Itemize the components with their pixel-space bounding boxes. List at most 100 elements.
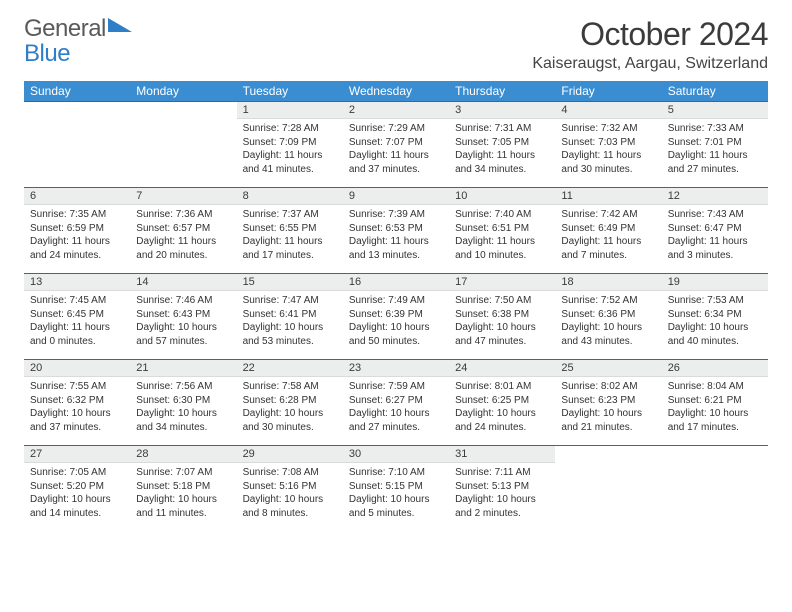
header: General Blue October 2024 Kaiseraugst, A… <box>24 16 768 73</box>
calendar-cell: 2Sunrise: 7:29 AMSunset: 7:07 PMDaylight… <box>343 102 449 188</box>
day-details: Sunrise: 7:46 AMSunset: 6:43 PMDaylight:… <box>130 291 236 352</box>
calendar-cell: 4Sunrise: 7:32 AMSunset: 7:03 PMDaylight… <box>555 102 661 188</box>
calendar-cell-empty <box>24 102 130 188</box>
calendar-cell: 7Sunrise: 7:36 AMSunset: 6:57 PMDaylight… <box>130 188 236 274</box>
calendar-cell: 19Sunrise: 7:53 AMSunset: 6:34 PMDayligh… <box>662 274 768 360</box>
calendar-cell: 24Sunrise: 8:01 AMSunset: 6:25 PMDayligh… <box>449 360 555 446</box>
day-number: 1 <box>237 102 343 119</box>
day-details: Sunrise: 8:04 AMSunset: 6:21 PMDaylight:… <box>662 377 768 438</box>
calendar-row: 27Sunrise: 7:05 AMSunset: 5:20 PMDayligh… <box>24 446 768 532</box>
day-details: Sunrise: 8:02 AMSunset: 6:23 PMDaylight:… <box>555 377 661 438</box>
calendar-cell: 15Sunrise: 7:47 AMSunset: 6:41 PMDayligh… <box>237 274 343 360</box>
location-text: Kaiseraugst, Aargau, Switzerland <box>532 55 768 73</box>
calendar-cell-empty <box>662 446 768 532</box>
day-number: 10 <box>449 188 555 205</box>
calendar-cell: 8Sunrise: 7:37 AMSunset: 6:55 PMDaylight… <box>237 188 343 274</box>
calendar-cell: 30Sunrise: 7:10 AMSunset: 5:15 PMDayligh… <box>343 446 449 532</box>
calendar-cell: 22Sunrise: 7:58 AMSunset: 6:28 PMDayligh… <box>237 360 343 446</box>
calendar-cell: 27Sunrise: 7:05 AMSunset: 5:20 PMDayligh… <box>24 446 130 532</box>
day-details: Sunrise: 7:31 AMSunset: 7:05 PMDaylight:… <box>449 119 555 180</box>
day-number: 9 <box>343 188 449 205</box>
calendar-cell: 23Sunrise: 7:59 AMSunset: 6:27 PMDayligh… <box>343 360 449 446</box>
day-number: 4 <box>555 102 661 119</box>
day-number: 15 <box>237 274 343 291</box>
calendar-cell-empty <box>130 102 236 188</box>
day-details: Sunrise: 7:10 AMSunset: 5:15 PMDaylight:… <box>343 463 449 524</box>
day-number: 24 <box>449 360 555 377</box>
title-block: October 2024 Kaiseraugst, Aargau, Switze… <box>532 16 768 73</box>
calendar-header-row: SundayMondayTuesdayWednesdayThursdayFrid… <box>24 81 768 102</box>
day-number: 3 <box>449 102 555 119</box>
weekday-header: Tuesday <box>237 81 343 102</box>
day-number: 23 <box>343 360 449 377</box>
day-details: Sunrise: 7:11 AMSunset: 5:13 PMDaylight:… <box>449 463 555 524</box>
day-details: Sunrise: 7:55 AMSunset: 6:32 PMDaylight:… <box>24 377 130 438</box>
day-number: 25 <box>555 360 661 377</box>
weekday-header: Saturday <box>662 81 768 102</box>
day-details: Sunrise: 7:29 AMSunset: 7:07 PMDaylight:… <box>343 119 449 180</box>
day-number: 2 <box>343 102 449 119</box>
weekday-header: Thursday <box>449 81 555 102</box>
day-details: Sunrise: 7:08 AMSunset: 5:16 PMDaylight:… <box>237 463 343 524</box>
month-title: October 2024 <box>532 16 768 53</box>
day-details: Sunrise: 7:52 AMSunset: 6:36 PMDaylight:… <box>555 291 661 352</box>
calendar-cell: 13Sunrise: 7:45 AMSunset: 6:45 PMDayligh… <box>24 274 130 360</box>
day-details: Sunrise: 7:45 AMSunset: 6:45 PMDaylight:… <box>24 291 130 352</box>
day-number: 18 <box>555 274 661 291</box>
day-details: Sunrise: 7:05 AMSunset: 5:20 PMDaylight:… <box>24 463 130 524</box>
calendar-cell: 25Sunrise: 8:02 AMSunset: 6:23 PMDayligh… <box>555 360 661 446</box>
day-details: Sunrise: 7:36 AMSunset: 6:57 PMDaylight:… <box>130 205 236 266</box>
day-number: 29 <box>237 446 343 463</box>
day-details: Sunrise: 7:56 AMSunset: 6:30 PMDaylight:… <box>130 377 236 438</box>
calendar-cell: 28Sunrise: 7:07 AMSunset: 5:18 PMDayligh… <box>130 446 236 532</box>
brand-line1: General <box>24 16 106 41</box>
day-details: Sunrise: 7:59 AMSunset: 6:27 PMDaylight:… <box>343 377 449 438</box>
calendar-cell: 20Sunrise: 7:55 AMSunset: 6:32 PMDayligh… <box>24 360 130 446</box>
calendar-cell: 1Sunrise: 7:28 AMSunset: 7:09 PMDaylight… <box>237 102 343 188</box>
calendar-cell: 10Sunrise: 7:40 AMSunset: 6:51 PMDayligh… <box>449 188 555 274</box>
day-number: 21 <box>130 360 236 377</box>
weekday-header: Sunday <box>24 81 130 102</box>
brand-logo: General Blue <box>24 16 132 66</box>
day-number: 22 <box>237 360 343 377</box>
day-number: 13 <box>24 274 130 291</box>
day-details: Sunrise: 7:32 AMSunset: 7:03 PMDaylight:… <box>555 119 661 180</box>
weekday-header: Monday <box>130 81 236 102</box>
calendar-cell: 5Sunrise: 7:33 AMSunset: 7:01 PMDaylight… <box>662 102 768 188</box>
day-details: Sunrise: 7:35 AMSunset: 6:59 PMDaylight:… <box>24 205 130 266</box>
calendar-cell: 6Sunrise: 7:35 AMSunset: 6:59 PMDaylight… <box>24 188 130 274</box>
calendar-cell: 11Sunrise: 7:42 AMSunset: 6:49 PMDayligh… <box>555 188 661 274</box>
day-details: Sunrise: 7:40 AMSunset: 6:51 PMDaylight:… <box>449 205 555 266</box>
calendar-body: 1Sunrise: 7:28 AMSunset: 7:09 PMDaylight… <box>24 102 768 532</box>
day-details: Sunrise: 7:50 AMSunset: 6:38 PMDaylight:… <box>449 291 555 352</box>
day-number: 8 <box>237 188 343 205</box>
day-number: 17 <box>449 274 555 291</box>
calendar-table: SundayMondayTuesdayWednesdayThursdayFrid… <box>24 81 768 532</box>
calendar-cell: 17Sunrise: 7:50 AMSunset: 6:38 PMDayligh… <box>449 274 555 360</box>
day-details: Sunrise: 7:58 AMSunset: 6:28 PMDaylight:… <box>237 377 343 438</box>
day-number: 12 <box>662 188 768 205</box>
calendar-cell: 14Sunrise: 7:46 AMSunset: 6:43 PMDayligh… <box>130 274 236 360</box>
day-details: Sunrise: 7:07 AMSunset: 5:18 PMDaylight:… <box>130 463 236 524</box>
day-number: 6 <box>24 188 130 205</box>
brand-line2: Blue <box>24 41 106 66</box>
calendar-row: 1Sunrise: 7:28 AMSunset: 7:09 PMDaylight… <box>24 102 768 188</box>
day-number: 7 <box>130 188 236 205</box>
calendar-cell: 16Sunrise: 7:49 AMSunset: 6:39 PMDayligh… <box>343 274 449 360</box>
calendar-row: 13Sunrise: 7:45 AMSunset: 6:45 PMDayligh… <box>24 274 768 360</box>
calendar-cell-empty <box>555 446 661 532</box>
calendar-cell: 21Sunrise: 7:56 AMSunset: 6:30 PMDayligh… <box>130 360 236 446</box>
day-number: 28 <box>130 446 236 463</box>
calendar-cell: 31Sunrise: 7:11 AMSunset: 5:13 PMDayligh… <box>449 446 555 532</box>
triangle-icon <box>108 18 132 32</box>
day-number: 30 <box>343 446 449 463</box>
day-details: Sunrise: 7:33 AMSunset: 7:01 PMDaylight:… <box>662 119 768 180</box>
day-number: 16 <box>343 274 449 291</box>
day-details: Sunrise: 7:39 AMSunset: 6:53 PMDaylight:… <box>343 205 449 266</box>
day-number: 27 <box>24 446 130 463</box>
weekday-header: Friday <box>555 81 661 102</box>
day-details: Sunrise: 7:53 AMSunset: 6:34 PMDaylight:… <box>662 291 768 352</box>
calendar-row: 20Sunrise: 7:55 AMSunset: 6:32 PMDayligh… <box>24 360 768 446</box>
calendar-cell: 12Sunrise: 7:43 AMSunset: 6:47 PMDayligh… <box>662 188 768 274</box>
day-details: Sunrise: 7:37 AMSunset: 6:55 PMDaylight:… <box>237 205 343 266</box>
